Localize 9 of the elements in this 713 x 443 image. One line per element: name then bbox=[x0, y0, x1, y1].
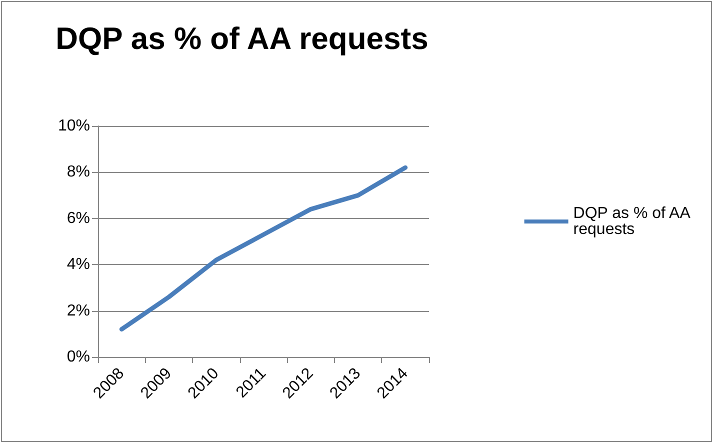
y-tick-label: 4% bbox=[66, 256, 90, 274]
y-tick-label: 6% bbox=[66, 210, 90, 227]
chart-title: DQP as % of AA requests bbox=[56, 21, 428, 56]
y-tick-label: 8% bbox=[66, 164, 90, 181]
line-series bbox=[119, 165, 408, 332]
legend-label: DQP as % of AA requests bbox=[573, 205, 694, 238]
y-tick-label: 10% bbox=[58, 118, 90, 134]
y-tick-label: 2% bbox=[66, 302, 90, 320]
y-tick-label: 0% bbox=[66, 348, 90, 366]
